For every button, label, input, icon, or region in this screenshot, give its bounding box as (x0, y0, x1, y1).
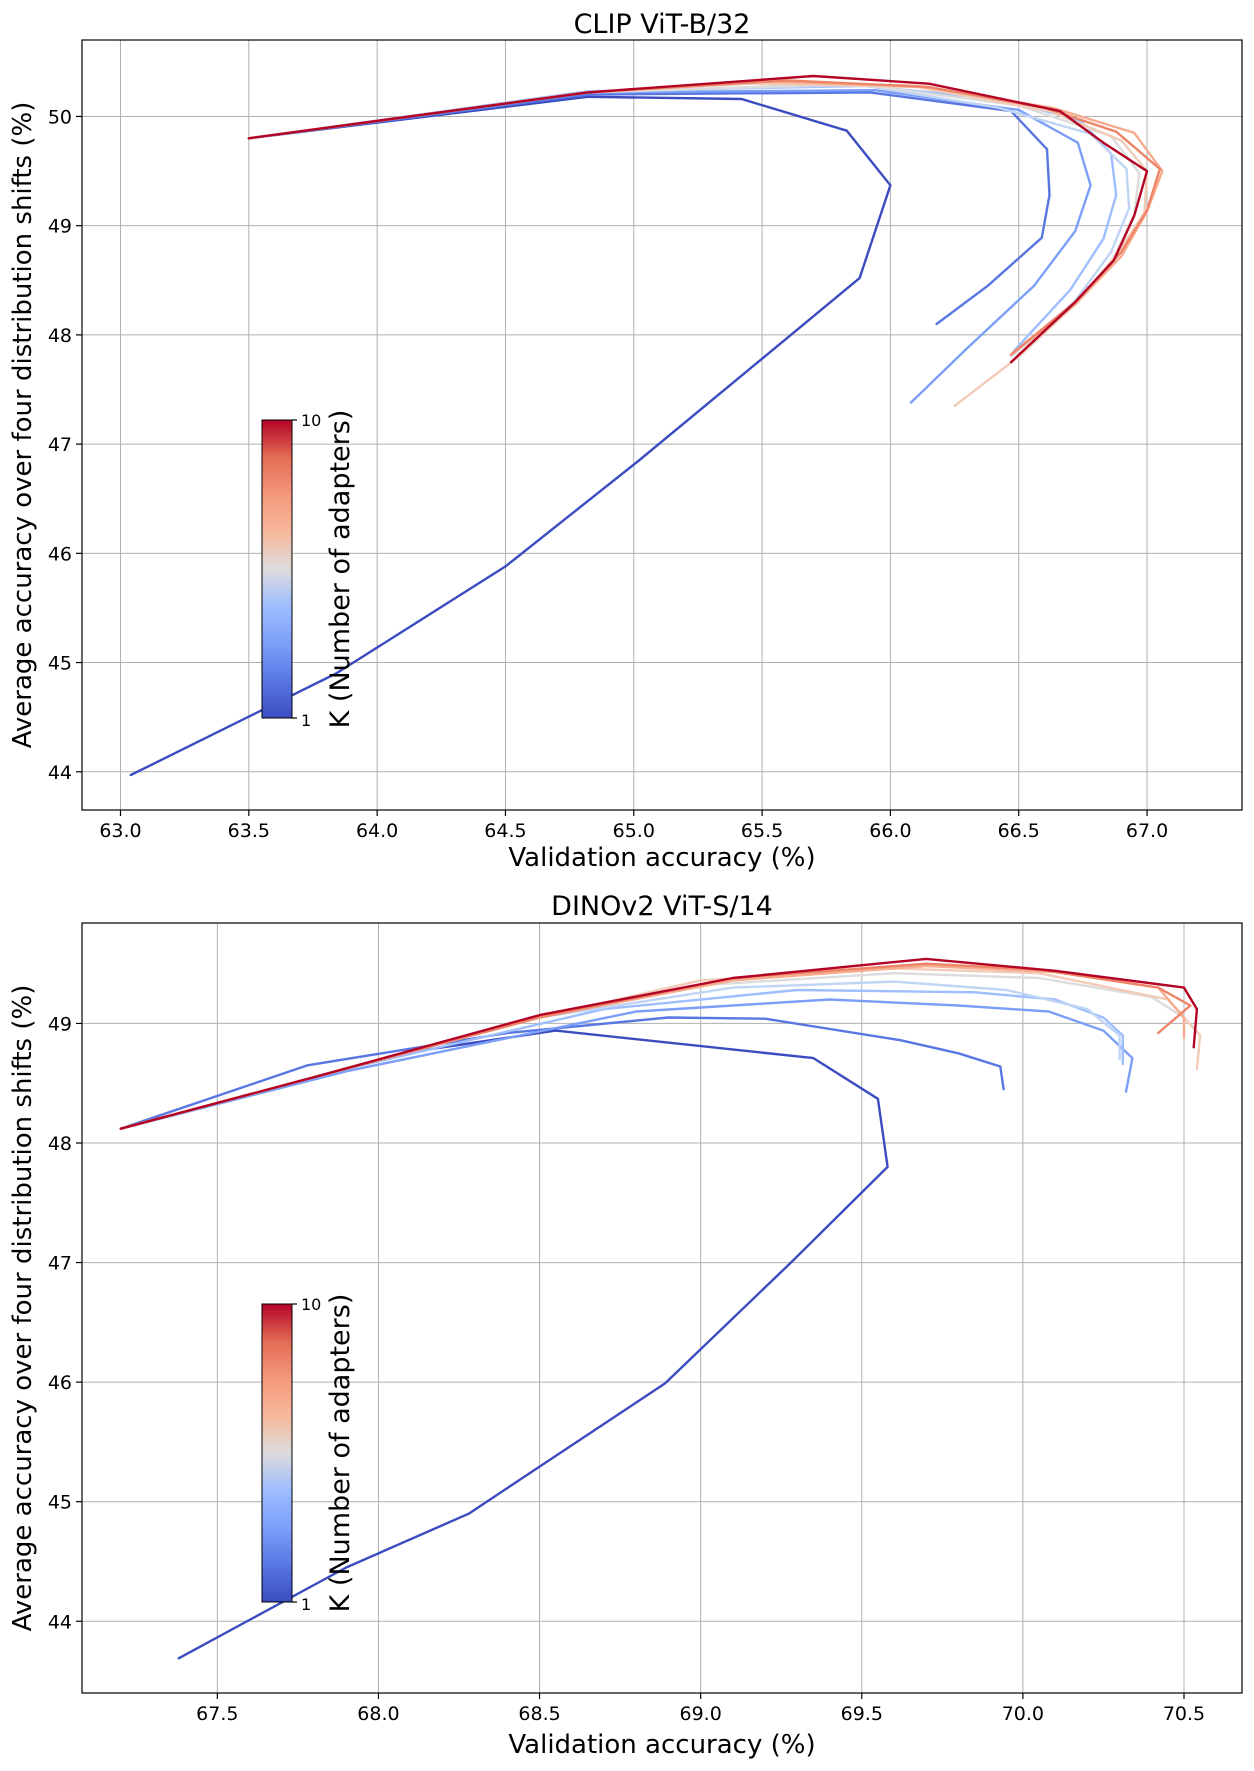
series-line-k7 (247, 82, 1149, 408)
y-tick-label: 49 (48, 216, 72, 238)
y-tick-label: 45 (48, 1492, 72, 1514)
y-axis-label: Average accuracy over four distribution … (8, 985, 38, 1632)
colorbar-gradient (261, 1303, 293, 1603)
x-tick-label: 65.5 (741, 820, 783, 842)
x-tick-label: 65.0 (613, 820, 655, 842)
y-tick-label: 46 (48, 1372, 72, 1394)
series-line-k1 (129, 95, 892, 777)
y-tick-label: 47 (48, 1253, 72, 1275)
x-axis: 67.5 68.0 68.5 69.0 69.5 70.0 70.5 (196, 1693, 1205, 1725)
series-line-k4 (119, 988, 1125, 1130)
x-tick-label: 70.5 (1163, 1703, 1205, 1725)
chart-dinov2-vit-s14: DINOv2 ViT-S/14 67.5 68.0 68.5 69.0 69.5 70.0… (8, 891, 1243, 1760)
series-line-k1 (119, 1029, 889, 1660)
grid-lines (82, 923, 1242, 1693)
x-tick-label: 64.5 (484, 820, 526, 842)
series-line-k6 (247, 82, 1141, 358)
x-tick-label: 69.0 (680, 1703, 722, 1725)
colorbar-min-label: 1 (301, 1595, 311, 1614)
x-axis: 63.0 63.5 64.0 64.5 65.0 65.5 66.0 66.5 67.0 (99, 810, 1168, 842)
colorbar-gradient (261, 419, 293, 719)
grid-lines (82, 40, 1242, 810)
series-line-k5 (247, 83, 1131, 356)
series-line-k5 (119, 980, 1121, 1130)
y-axis: 44 45 46 47 48 49 50 (48, 106, 82, 784)
x-tick-label: 68.5 (518, 1703, 560, 1725)
series-line-k10 (247, 74, 1149, 364)
x-tick-label: 68.0 (357, 1703, 399, 1725)
x-axis-label: Validation accuracy (%) (508, 1730, 815, 1760)
axes-frame (81, 922, 1243, 1694)
axes-frame (81, 39, 1243, 811)
y-tick-label: 44 (48, 762, 72, 784)
colorbar: 10 1 K (Number of adapters) (261, 410, 356, 730)
x-tick-label: 64.0 (356, 820, 398, 842)
plot-lines (129, 74, 1164, 777)
chart-title: DINOv2 ViT-S/14 (551, 891, 773, 922)
plot-lines (119, 957, 1202, 1660)
y-tick-label: 45 (48, 653, 72, 675)
colorbar-max-label: 10 (301, 1295, 321, 1314)
colorbar-label: K (Number of adapters) (325, 1294, 356, 1613)
y-tick-label: 49 (48, 1013, 72, 1035)
y-axis: 44 45 46 47 48 49 (48, 1013, 82, 1633)
series-line-k2 (119, 1016, 1005, 1130)
y-tick-label: 47 (48, 434, 72, 456)
x-tick-label: 63.0 (99, 820, 141, 842)
x-tick-label: 70.0 (1002, 1703, 1044, 1725)
series-line-k9 (119, 962, 1192, 1130)
colorbar-max-label: 10 (301, 411, 321, 430)
x-tick-label: 67.0 (1126, 820, 1168, 842)
colorbar: 10 1 K (Number of adapters) (261, 1294, 356, 1614)
y-tick-label: 48 (48, 1133, 72, 1155)
x-tick-label: 69.5 (841, 1703, 883, 1725)
series-line-k3 (247, 88, 1092, 404)
y-tick-label: 44 (48, 1611, 72, 1633)
chart-clip-vit-b32: CLIP ViT-B/32 63.0 63.5 64.0 64.5 65.0 65.5 66… (8, 9, 1243, 873)
x-tick-label: 63.5 (228, 820, 270, 842)
series-line-k10 (119, 957, 1199, 1130)
chart-title: CLIP ViT-B/32 (574, 9, 751, 40)
colorbar-min-label: 1 (301, 711, 311, 730)
x-axis-label: Validation accuracy (%) (508, 843, 815, 873)
y-tick-label: 48 (48, 325, 72, 347)
y-tick-label: 46 (48, 543, 72, 565)
y-tick-label: 50 (48, 106, 72, 128)
colorbar-label: K (Number of adapters) (325, 410, 356, 729)
series-line-k3 (119, 998, 1134, 1130)
x-tick-label: 67.5 (196, 1703, 238, 1725)
y-axis-label: Average accuracy over four distribution … (8, 102, 38, 749)
series-line-k2 (247, 91, 1051, 326)
series-line-k4 (247, 84, 1118, 353)
x-tick-label: 66.0 (869, 820, 911, 842)
x-tick-label: 66.5 (998, 820, 1040, 842)
